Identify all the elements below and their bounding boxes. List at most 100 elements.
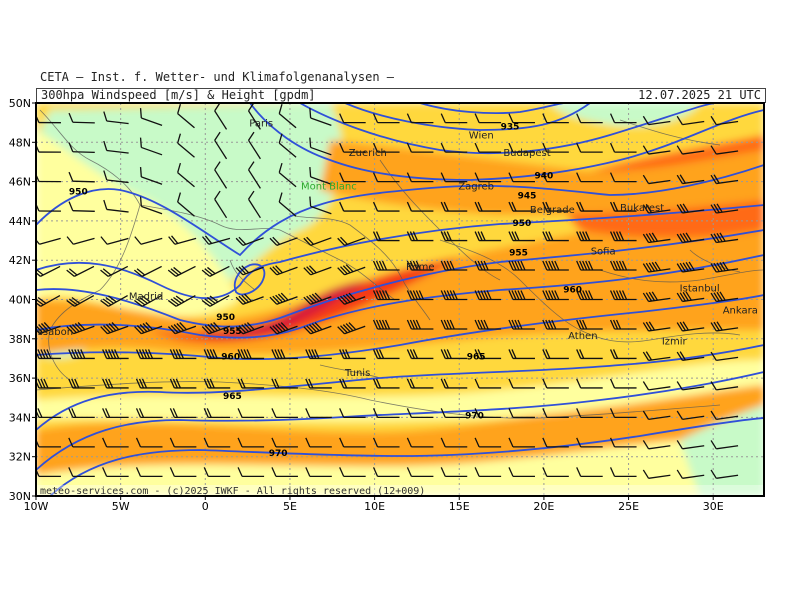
latitude-label: 42N — [9, 254, 31, 267]
wind-barb-icon — [303, 322, 332, 335]
wind-barb-icon — [133, 265, 162, 277]
wind-barb-icon — [440, 378, 468, 389]
wind-barb-icon — [372, 437, 400, 448]
city-label: Belgrade — [530, 205, 575, 216]
wind-barb-icon — [372, 467, 400, 478]
wind-barb-icon — [710, 261, 739, 273]
wind-barb-icon — [440, 113, 468, 124]
wind-barb-icon — [474, 378, 502, 389]
wind-barb-icon — [508, 290, 535, 301]
wind-barb-icon — [278, 162, 297, 188]
wind-barb-icon — [305, 408, 332, 419]
wind-barb-icon — [134, 322, 163, 335]
wind-barb-icon — [676, 410, 705, 420]
wind-barb-icon — [100, 295, 128, 307]
wind-barb-icon — [139, 137, 163, 156]
wind-barb-icon — [576, 437, 603, 448]
wind-barb-icon — [103, 140, 129, 154]
latitude-label: 44N — [9, 215, 31, 228]
wind-barb-icon — [303, 265, 332, 276]
wind-barb-icon — [542, 113, 569, 124]
wind-barb-icon — [309, 137, 332, 156]
wind-barb-icon — [305, 349, 332, 360]
city-label: Budapest — [503, 148, 550, 159]
wind-barb-icon — [103, 111, 129, 125]
wind-barb-icon — [710, 381, 739, 391]
wind-barb-icon — [542, 437, 569, 448]
wind-barb-icon — [542, 319, 569, 330]
wind-barb-icon — [676, 469, 705, 479]
wind-barb-icon — [676, 174, 705, 185]
wind-barb-icon — [576, 319, 603, 330]
wind-barb-icon — [440, 467, 468, 478]
wind-barb-icon — [214, 161, 228, 189]
wind-barb-icon — [214, 131, 228, 160]
wind-barb-icon — [372, 408, 400, 419]
wind-barb-icon — [642, 291, 671, 303]
wind-barb-icon — [177, 192, 195, 217]
wind-barb-icon — [406, 319, 434, 330]
wind-barb-icon — [135, 378, 163, 389]
wind-barb-icon — [474, 349, 502, 360]
wind-barb-icon — [167, 265, 196, 277]
city-label: Zagreb — [458, 181, 494, 192]
wind-barb-icon — [309, 108, 332, 126]
wind-barb-icon — [609, 290, 637, 301]
contour-label: 960 — [221, 352, 240, 362]
height-contours — [36, 103, 764, 496]
wind-barb-icon — [406, 437, 434, 448]
wind-barb-icon — [305, 378, 332, 389]
wind-barb-icon — [576, 231, 603, 242]
wind-barb-icon — [642, 351, 671, 362]
wind-barb-icon — [271, 378, 298, 389]
wind-barb-icon — [542, 290, 569, 301]
wind-barb-icon — [271, 349, 298, 360]
wind-barb-icon — [339, 437, 366, 448]
wind-barb-icon — [235, 265, 264, 276]
contour-label: 965 — [223, 392, 242, 402]
longitude-label: 10E — [364, 500, 385, 513]
wind-barb-icon — [710, 321, 739, 332]
wind-barb-icon — [609, 437, 637, 448]
wind-barb-icon — [339, 201, 366, 212]
wind-barb-icon — [66, 236, 95, 245]
wind-barb-icon — [474, 319, 502, 330]
wind-barb-icon — [710, 469, 739, 479]
wind-barb-icon — [337, 236, 366, 246]
latitude-label: 50N — [9, 97, 31, 110]
wind-barb-icon — [372, 349, 400, 360]
wind-barb-icon — [177, 103, 195, 129]
wind-barb-icon — [576, 378, 603, 389]
wind-barb-icon — [339, 113, 366, 124]
valid-datetime: 12.07.2025 21 UTC — [638, 88, 761, 102]
wind-barb-icon — [440, 290, 468, 301]
wind-barb-icon — [710, 291, 739, 303]
wind-barb-icon — [339, 142, 366, 153]
wind-barb-icon — [339, 378, 366, 389]
wind-barb-icon — [576, 142, 603, 153]
wind-barb-icon — [508, 408, 535, 419]
wind-barb-icon — [609, 378, 637, 389]
contour-label: 970 — [269, 449, 288, 459]
wind-barb-icon — [440, 172, 468, 183]
wind-barb-icon — [337, 264, 366, 276]
longitude-label: 30E — [703, 500, 724, 513]
wind-barb-icon — [576, 113, 603, 124]
wind-barb-icon — [100, 265, 129, 277]
wind-barb-icon — [676, 261, 705, 273]
wind-barb-icon — [642, 381, 671, 391]
wind-barb-icon — [676, 203, 705, 214]
city-label: Bukarest — [620, 203, 664, 214]
wind-barb-icon — [269, 236, 298, 246]
wind-barb-icon — [609, 260, 637, 271]
wind-barb-icon — [474, 260, 502, 271]
wind-barb-icon — [177, 162, 195, 188]
wind-barb-icon — [440, 319, 468, 330]
contour-label: 960 — [563, 286, 582, 296]
city-label: Athen — [568, 331, 597, 342]
wind-barb-icon — [542, 408, 569, 419]
wind-barb-icon — [169, 408, 197, 419]
wind-barb-icon — [339, 349, 366, 360]
latitude-label: 36N — [9, 372, 31, 385]
wind-barb-icon — [135, 437, 163, 448]
